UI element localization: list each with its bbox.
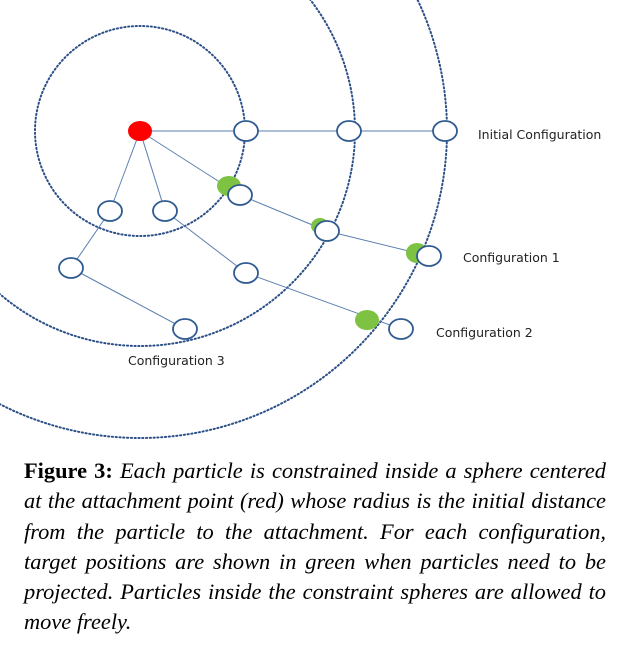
constraint-sphere-3 <box>0 0 448 439</box>
particle-config1-1 <box>227 184 253 206</box>
particle-config3-3 <box>172 318 198 340</box>
particle-config3-2 <box>58 257 84 279</box>
attachment-point <box>128 121 152 141</box>
label-configuration-1: Configuration 1 <box>463 250 560 265</box>
link-config3-1 <box>109 130 141 212</box>
figure-caption: Figure 3: Each particle is constrained i… <box>24 456 606 638</box>
constraint-sphere-2 <box>0 0 356 347</box>
particle-config2-2 <box>233 262 259 284</box>
particle-config1-2 <box>314 220 340 242</box>
link-config2-1 <box>139 130 166 212</box>
particle-initial-3 <box>432 120 458 142</box>
link-config3-3 <box>70 267 186 330</box>
particle-initial-1 <box>233 120 259 142</box>
particle-config3-1 <box>97 200 123 222</box>
label-initial-configuration: Initial Configuration <box>478 127 601 142</box>
constraint-diagram: Initial Configuration Configuration 1 Co… <box>0 0 601 439</box>
target-position-4 <box>355 310 379 330</box>
link-config3-2 <box>70 210 111 269</box>
label-configuration-3: Configuration 3 <box>128 353 225 368</box>
caption-text: Each particle is constrained inside a sp… <box>24 458 606 635</box>
particle-config1-3 <box>416 245 442 267</box>
particle-config2-1 <box>152 200 178 222</box>
caption-label: Figure 3: <box>24 458 113 483</box>
label-configuration-2: Configuration 2 <box>436 325 533 340</box>
link-config2-2 <box>164 210 247 274</box>
particle-initial-2 <box>336 120 362 142</box>
particle-config2-3 <box>388 318 414 340</box>
